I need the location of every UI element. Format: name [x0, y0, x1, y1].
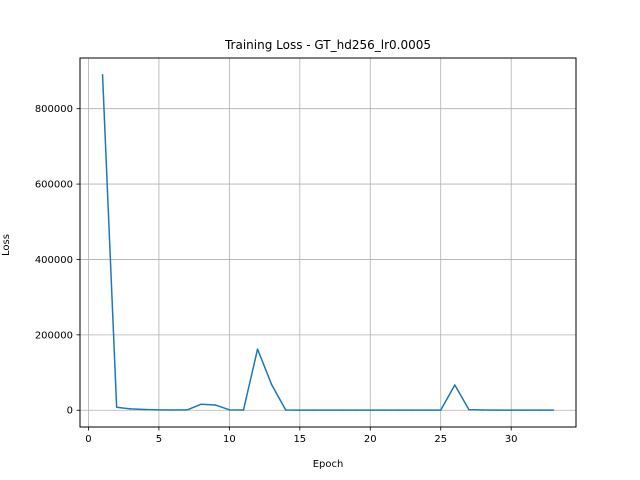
data-point: [158, 409, 160, 411]
data-point: [383, 409, 386, 411]
data-point: [256, 348, 259, 350]
x-tick-label: 20: [364, 434, 377, 445]
x-tick-label: 5: [156, 434, 162, 445]
y-tick-label: 200000: [35, 330, 73, 341]
plot-area-frame: [79, 57, 577, 428]
data-point: [468, 408, 470, 411]
y-tick-label: 800000: [35, 104, 73, 115]
data-point: [454, 384, 456, 386]
data-point: [214, 404, 217, 406]
data-point: [510, 409, 512, 411]
x-axis-ticks: 0 5 10 15 20 25 30: [85, 427, 518, 445]
y-tick-label: 400000: [35, 255, 73, 266]
data-point: [284, 409, 287, 411]
data-point: [313, 409, 315, 411]
data-point: [369, 409, 372, 411]
data-point: [538, 409, 541, 411]
data-point: [397, 409, 400, 411]
data-point: [341, 409, 343, 411]
data-point: [144, 408, 146, 411]
x-tick-label: 10: [223, 434, 236, 445]
y-tick-label: 600000: [35, 180, 73, 191]
data-point: [496, 409, 498, 411]
data-point: [270, 383, 273, 386]
data-point: [425, 409, 428, 411]
data-point: [552, 409, 555, 411]
data-point: [439, 409, 442, 411]
y-axis-ticks: 0 200000 400000 600000 800000: [35, 104, 80, 417]
y-tick-label: 0: [67, 406, 73, 417]
x-axis-label: Epoch: [313, 459, 344, 470]
data-point: [186, 409, 188, 411]
grid: [80, 58, 576, 427]
data-point: [115, 406, 118, 408]
data-point: [172, 409, 174, 411]
y-axis-label: Loss: [1, 234, 12, 256]
data-point: [411, 409, 414, 411]
data-point: [101, 74, 104, 76]
series-layer: [101, 74, 555, 411]
x-tick-label: 30: [505, 434, 518, 445]
data-point: [524, 409, 527, 411]
x-tick-label: 0: [85, 434, 91, 445]
data-point: [242, 409, 245, 411]
data-point: [327, 409, 329, 411]
x-tick-label: 15: [293, 434, 306, 445]
x-tick-label: 25: [434, 434, 447, 445]
data-point: [299, 409, 301, 411]
data-point: [355, 409, 357, 411]
chart-title: Training Loss - GT_hd256_lr0.0005: [224, 38, 431, 52]
data-point: [228, 409, 231, 411]
data-point: [200, 403, 202, 405]
data-point: [482, 409, 484, 411]
data-point: [129, 408, 132, 410]
